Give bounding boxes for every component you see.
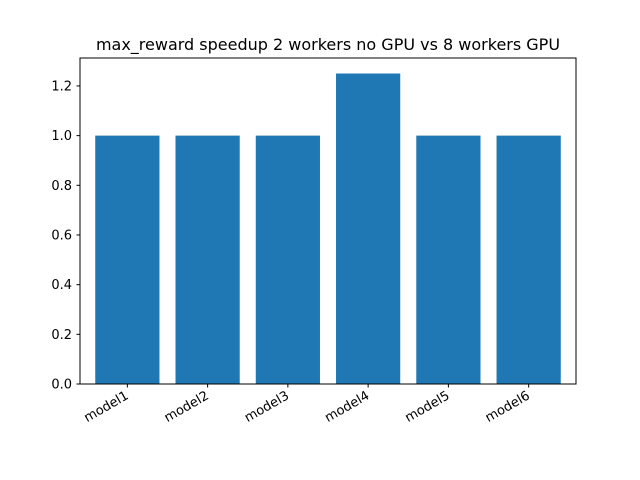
bar-model6 (496, 135, 561, 384)
y-tick-label: 0.4 (51, 278, 72, 293)
y-axis: 0.0 0.2 0.4 0.6 0.8 1.0 1.2 (51, 79, 80, 393)
y-tick-label: 0.8 (51, 179, 72, 194)
chart-title: max_reward speedup 2 workers no GPU vs 8… (96, 35, 560, 55)
bars-group (95, 73, 561, 385)
bar-model2 (175, 135, 240, 384)
bar-model5 (416, 135, 481, 384)
y-tick-label: 0.0 (51, 378, 72, 393)
bar-model3 (255, 135, 320, 384)
y-tick-label: 1.0 (51, 129, 72, 144)
y-tick-label: 0.6 (51, 228, 72, 243)
y-tick-label: 0.2 (51, 328, 72, 343)
bar-model1 (95, 135, 160, 384)
plot-frame (79, 57, 577, 385)
y-tick-label: 1.2 (51, 79, 72, 94)
bar-model4 (336, 73, 401, 385)
